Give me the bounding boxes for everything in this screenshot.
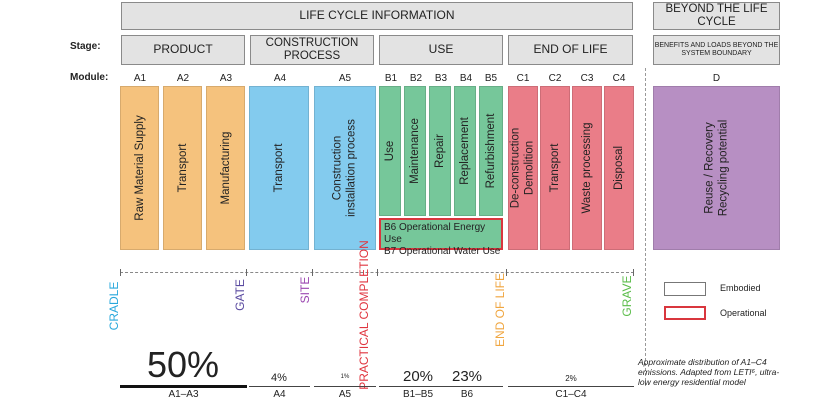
base-label-a5: A5 <box>338 389 352 400</box>
box-c2-label: Transport <box>548 143 561 193</box>
operational-b6: B6 Operational Energy Use <box>384 222 486 245</box>
box-b5-label: Refurbishment <box>484 113 497 189</box>
beyond-separator <box>645 68 646 386</box>
box-a2-label: Transport <box>176 143 189 193</box>
box-a2: Transport <box>163 86 202 250</box>
box-b2: Maintenance <box>404 86 426 216</box>
module-b3: B3 <box>434 73 448 84</box>
box-c4: Disposal <box>604 86 634 250</box>
pct-b6: 23% <box>451 368 483 385</box>
box-c1: De-construction Demolition <box>508 86 538 250</box>
milestone-site: SITE <box>297 276 312 304</box>
box-b1-label: Use <box>383 140 396 162</box>
stage-row-label: Stage: <box>70 41 101 52</box>
box-b2-label: Maintenance <box>408 118 421 184</box>
pct-a4: 4% <box>271 372 287 384</box>
timeline-tick <box>312 269 313 276</box>
module-a4: A4 <box>273 73 287 84</box>
legend-embodied-swatch <box>664 282 706 296</box>
box-d-label: Reuse / Recovery Recycling potential <box>703 119 730 217</box>
legend-operational-swatch <box>664 306 706 320</box>
timeline-tick <box>120 269 121 276</box>
timeline-tick <box>633 269 634 276</box>
operational-box: B6 Operational Energy Use B7 Operational… <box>379 218 503 257</box>
module-d: D <box>712 73 721 84</box>
base-label-b1-b5: B1–B5 <box>402 389 434 400</box>
box-a5-label: Construction installation process <box>331 119 358 217</box>
module-b5: B5 <box>484 73 498 84</box>
milestone-gate: GATE <box>232 279 247 311</box>
box-a3-label: Manufacturing <box>219 131 232 205</box>
module-a3: A3 <box>219 73 233 84</box>
module-b4: B4 <box>459 73 473 84</box>
legend-embodied-label: Embodied <box>720 283 761 293</box>
box-b5: Refurbishment <box>479 86 503 216</box>
module-c4: C4 <box>612 73 626 84</box>
lifecycle-header: LIFE CYCLE INFORMATION <box>121 2 633 30</box>
box-c3: Waste processing <box>572 86 602 250</box>
bar-b <box>379 386 503 387</box>
box-c1-label: De-construction Demolition <box>509 127 536 209</box>
base-label-a1-a3: A1–A3 <box>168 389 199 400</box>
box-c2: Transport <box>540 86 570 250</box>
pct-c1-c4: 2% <box>565 374 577 383</box>
bar-c <box>508 386 634 387</box>
milestone-practical-completion: PRACTICAL COMPLETION <box>356 240 371 390</box>
operational-b7: B7 Operational Water Use <box>384 246 501 257</box>
box-a4: Transport <box>249 86 309 250</box>
milestone-end-of-life: END OF LIFE <box>492 272 507 348</box>
module-a5: A5 <box>338 73 352 84</box>
box-b4: Replacement <box>454 86 476 216</box>
module-a1: A1 <box>133 73 147 84</box>
milestone-cradle: CRADLE <box>106 281 121 331</box>
box-a1: Raw Material Supply <box>120 86 159 250</box>
stage-construction: CONSTRUCTION PROCESS <box>250 35 374 65</box>
module-b2: B2 <box>409 73 423 84</box>
base-label-b6: B6 <box>460 389 474 400</box>
box-a3: Manufacturing <box>206 86 245 250</box>
module-c2: C2 <box>548 73 562 84</box>
stage-end-of-life: END OF LIFE <box>508 35 633 65</box>
box-a4-label: Transport <box>272 143 285 193</box>
box-c4-label: Disposal <box>612 145 625 191</box>
box-b3-label: Repair <box>433 134 446 168</box>
module-a2: A2 <box>176 73 190 84</box>
box-b4-label: Replacement <box>458 117 471 185</box>
timeline-tick <box>506 269 507 276</box>
bar-a1-a3 <box>120 385 247 388</box>
box-a5: Construction installation process <box>314 86 376 250</box>
stage-beyond: BENEFITS AND LOADS BEYOND THE SYSTEM BOU… <box>653 35 780 65</box>
box-c3-label: Waste processing <box>580 122 593 214</box>
box-a1-label: Raw Material Supply <box>133 115 146 221</box>
box-b3: Repair <box>429 86 451 216</box>
timeline-tick <box>246 269 247 276</box>
bar-a4 <box>249 386 310 387</box>
module-row-label: Module: <box>70 72 109 83</box>
milestone-grave: GRAVE <box>619 275 634 317</box>
timeline-tick <box>377 269 378 276</box>
stage-product: PRODUCT <box>121 35 245 65</box>
pct-b1-b5: 20% <box>402 368 434 385</box>
stage-use: USE <box>379 35 503 65</box>
module-c1: C1 <box>516 73 530 84</box>
bar-a5 <box>314 386 376 387</box>
pct-a1-a3: 50% <box>146 344 220 385</box>
pct-a5: 1% <box>340 374 350 380</box>
beyond-header: BEYOND THE LIFE CYCLE <box>653 2 780 30</box>
footnote: Approximate distribution of A1–C4 emissi… <box>638 357 780 388</box>
base-label-a4: A4 <box>273 389 286 400</box>
base-label-c1-c4: C1–C4 <box>555 389 587 400</box>
module-b1: B1 <box>384 73 398 84</box>
legend-operational-label: Operational <box>720 308 767 318</box>
box-b1: Use <box>379 86 401 216</box>
box-d: Reuse / Recovery Recycling potential <box>653 86 780 250</box>
module-c3: C3 <box>580 73 594 84</box>
